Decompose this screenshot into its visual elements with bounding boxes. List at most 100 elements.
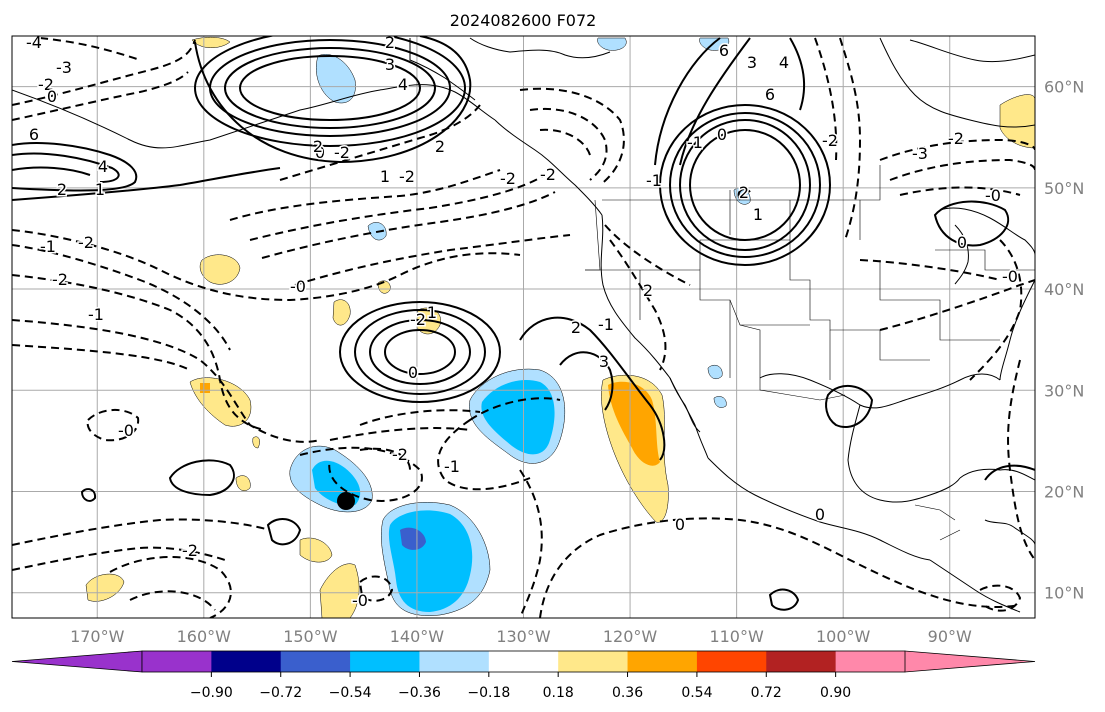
contour-label: -2 (399, 167, 415, 186)
lat-tick-label: 40°N (1044, 280, 1084, 299)
contour-label: -0 (1002, 267, 1018, 286)
contour-label: 3 (385, 55, 395, 74)
positive-contours (12, 36, 1035, 611)
lon-tick-label: 170°W (70, 627, 125, 646)
colorbar-cell (627, 651, 698, 672)
colorbar-tick-label: −0.18 (467, 685, 510, 701)
colorbar-cell (766, 651, 837, 672)
lon-tick-label: 90°W (928, 627, 972, 646)
contour-label: -1 (646, 171, 662, 190)
contour-label: -2 (182, 541, 198, 560)
contour-label: 4 (779, 53, 789, 72)
contour-label: 0 (315, 143, 325, 162)
borders (585, 165, 1035, 541)
colorbar-tick-label: 0.90 (820, 685, 851, 701)
lon-tick-label: 160°W (177, 627, 232, 646)
storm-marker-icon (337, 492, 355, 510)
colorbar-cell (696, 651, 767, 672)
contour-label: -0 (352, 591, 368, 610)
colorbar-cell (350, 651, 420, 672)
colorbar-cell (280, 651, 351, 672)
contour-label: 2 (643, 281, 653, 300)
colorbar (11, 650, 1036, 673)
contour-label: 2 (57, 180, 67, 199)
longitude-ticks: 170°W 160°W 150°W 140°W 130°W 120°W 110°W 100°W… (70, 627, 972, 646)
contour-label: 2 (571, 318, 581, 337)
contour-label: 1 (753, 205, 763, 224)
contour-label: -3 (912, 144, 928, 163)
contour-label: 3 (599, 352, 609, 371)
lon-tick-label: 140°W (390, 627, 445, 646)
colorbar-cell (558, 651, 629, 672)
lon-tick-label: 110°W (709, 627, 764, 646)
contour-label: -4 (26, 33, 42, 52)
contour-label: -2 (948, 129, 964, 148)
latitude-ticks: 60°N 50°N 40°N 30°N 20°N 10°N (1044, 78, 1084, 603)
colorbar-extend-max (904, 650, 1036, 673)
contour-label: -2 (334, 143, 350, 162)
contour-label: -2 (500, 169, 516, 188)
contour-label: 0 (815, 505, 825, 524)
colorbar-cell (488, 651, 559, 672)
contour-label: -2 (540, 165, 556, 184)
lon-tick-label: 100°W (816, 627, 871, 646)
contour-label: 0 (675, 515, 685, 534)
coastlines (12, 37, 1035, 613)
colorbar-ticks: −0.90 −0.72 −0.54 −0.36 −0.18 0.18 0.36 0.54 0.7… (190, 672, 851, 701)
contour-label: 1 (95, 180, 105, 199)
contour-label: -1 (88, 305, 104, 324)
colorbar-cell (419, 651, 490, 672)
lat-tick-label: 10°N (1044, 584, 1084, 603)
contour-label: -1 (444, 457, 460, 476)
contour-label: -0 (118, 421, 134, 440)
lat-tick-label: 30°N (1044, 381, 1084, 400)
contour-label: -2 (38, 75, 54, 94)
contour-label: 0 (957, 233, 967, 252)
lat-tick-label: 60°N (1044, 78, 1084, 97)
contour-label: 3 (747, 53, 757, 72)
colorbar-tick-label: −0.72 (259, 685, 302, 701)
lon-tick-label: 130°W (496, 627, 551, 646)
contour-label: 0 (408, 363, 418, 382)
contour-label: 2 (313, 137, 323, 156)
map-frame (11, 35, 1036, 619)
colorbar-tick-label: 0.54 (681, 685, 712, 701)
contour-label: -3 (56, 58, 72, 77)
lon-tick-label: 150°W (283, 627, 338, 646)
contour-label: 2 (385, 33, 395, 52)
colorbar-cell (142, 651, 212, 672)
contour-label: 2 (739, 183, 749, 202)
contour-label: -0 (985, 186, 1001, 205)
contour-label: 2 (435, 137, 445, 156)
plot-title: 2024082600 F072 (450, 11, 597, 30)
contour-label: 6 (719, 41, 729, 60)
contour-label: 4 (398, 75, 408, 94)
contour-label: 1 (427, 303, 437, 322)
colorbar-extend-min (11, 650, 143, 673)
colorbar-tick-label: 0.36 (612, 685, 643, 701)
contour-label: -2 (52, 270, 68, 289)
contour-label: -2 (392, 445, 408, 464)
colorbar-tick-label: 0.72 (751, 685, 782, 701)
contour-label: 6 (765, 85, 775, 104)
contour-label: -1 (687, 133, 703, 152)
contour-label: 0 (717, 125, 727, 144)
lat-tick-label: 20°N (1044, 482, 1084, 501)
colorbar-tick-label: 0.18 (543, 685, 574, 701)
contour-label: -2 (822, 131, 838, 150)
contour-label: -1 (598, 315, 614, 334)
contour-label: 1 (380, 167, 390, 186)
negative-contours (12, 37, 1035, 618)
lat-tick-label: 50°N (1044, 179, 1084, 198)
contour-label: -1 (40, 237, 56, 256)
colorbar-tick-label: −0.54 (329, 685, 372, 701)
colorbar-frame (141, 650, 906, 673)
colorbar-tick-label: −0.90 (190, 685, 233, 701)
contour-label: -2 (410, 310, 426, 329)
colorbar-cell (835, 651, 906, 672)
contour-label: 6 (29, 125, 39, 144)
contour-label: 0 (47, 87, 57, 106)
